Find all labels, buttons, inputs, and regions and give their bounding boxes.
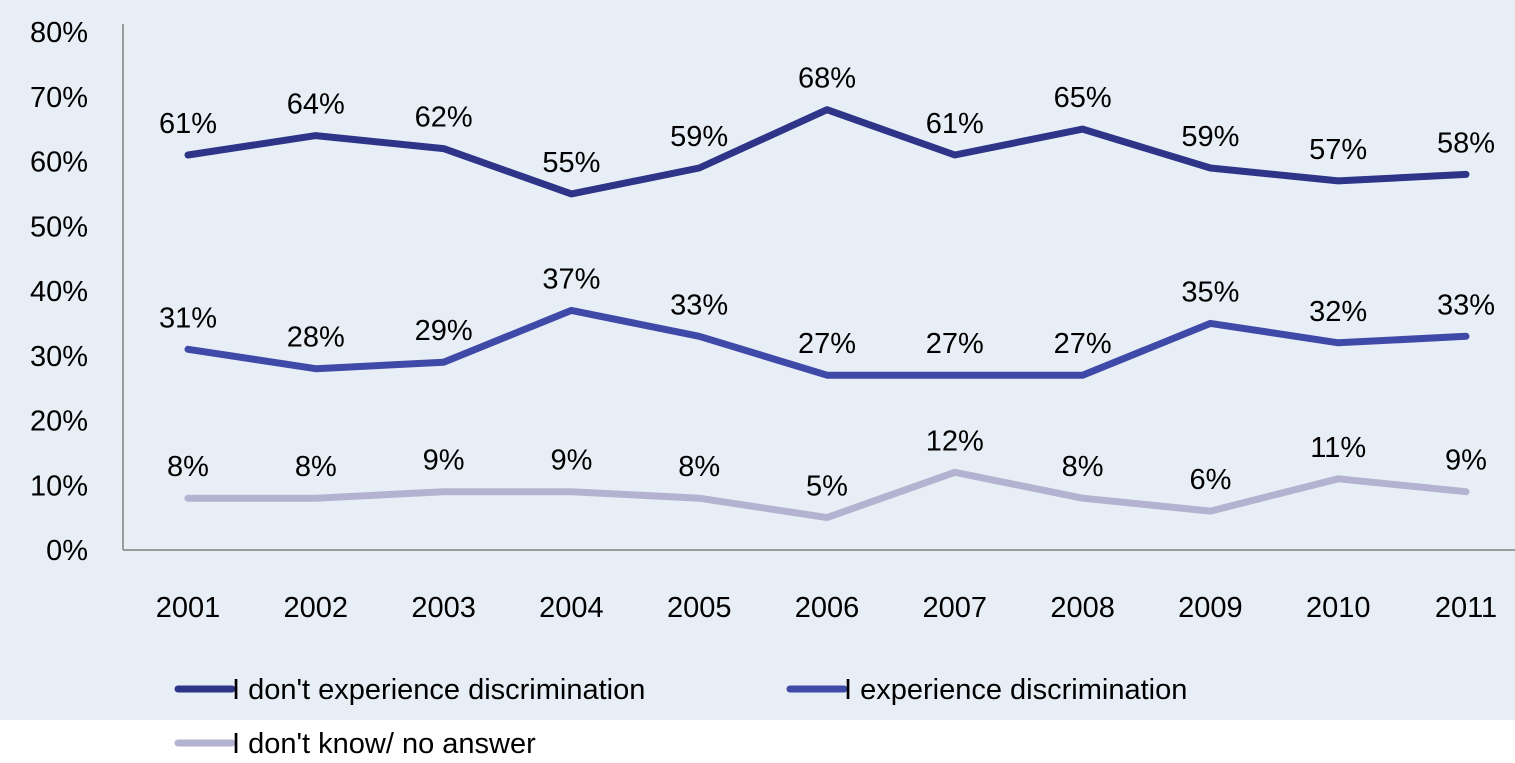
data-label: 31%	[159, 302, 217, 334]
data-label: 9%	[550, 445, 592, 477]
x-tick-label: 2008	[1050, 592, 1115, 624]
data-label: 33%	[1437, 289, 1495, 321]
x-tick-label: 2006	[795, 592, 860, 624]
y-tick-label: 60%	[30, 147, 88, 179]
y-axis-ticks: 0% 10% 20% 30% 40% 50% 60% 70% 80%	[30, 17, 88, 567]
data-label: 37%	[542, 263, 600, 295]
chart-background	[0, 0, 1515, 720]
legend-label-1: I don't experience discrimination	[232, 674, 645, 706]
x-tick-label: 2001	[156, 592, 221, 624]
x-tick-label: 2005	[667, 592, 732, 624]
x-axis-ticks: 2001 2002 2003 2004 2005 2006 2007 2008 2009 2010…	[156, 592, 1497, 624]
y-tick-label: 80%	[30, 17, 88, 49]
x-tick-label: 2004	[539, 592, 604, 624]
data-label: 29%	[415, 315, 473, 347]
x-tick-label: 2011	[1435, 592, 1497, 624]
x-tick-label: 2009	[1178, 592, 1243, 624]
data-label: 61%	[159, 108, 217, 140]
legend-label-2: I experience discrimination	[844, 674, 1187, 706]
x-tick-label: 2007	[923, 592, 988, 624]
x-tick-label: 2003	[411, 592, 476, 624]
data-label: 62%	[415, 102, 473, 134]
y-tick-label: 40%	[30, 276, 88, 308]
y-tick-label: 30%	[30, 341, 88, 373]
data-label: 59%	[1181, 121, 1239, 153]
data-label: 8%	[295, 451, 337, 483]
series-line-3	[184, 468, 1470, 522]
data-label: 12%	[926, 425, 984, 457]
data-label: 64%	[287, 89, 345, 121]
y-tick-label: 20%	[30, 406, 88, 438]
data-label: 8%	[1062, 451, 1104, 483]
y-tick-label: 10%	[30, 470, 88, 502]
data-label: 6%	[1189, 464, 1231, 496]
data-label: 35%	[1181, 276, 1239, 308]
data-label: 28%	[287, 322, 345, 354]
x-tick-label: 2010	[1306, 592, 1371, 624]
data-label: 55%	[542, 147, 600, 179]
data-label: 33%	[670, 289, 728, 321]
data-label: 68%	[798, 63, 856, 95]
data-label: 27%	[798, 328, 856, 360]
data-labels: 61% 64% 62% 55% 59% 68% 61% 65% 59% 57% 58% 31% 28% 2…	[159, 63, 1495, 503]
data-label: 9%	[423, 445, 465, 477]
data-label: 8%	[167, 451, 209, 483]
data-label: 27%	[926, 328, 984, 360]
data-label: 11%	[1310, 432, 1366, 464]
y-tick-label: 70%	[30, 82, 88, 114]
data-label: 27%	[1054, 328, 1112, 360]
data-label: 5%	[806, 471, 848, 503]
data-label: 61%	[926, 108, 984, 140]
data-label: 58%	[1437, 127, 1495, 159]
data-label: 65%	[1054, 82, 1112, 114]
series-line-1	[184, 106, 1470, 198]
x-tick-label: 2002	[284, 592, 349, 624]
y-tick-label: 0%	[46, 535, 88, 567]
axes	[122, 24, 1515, 551]
data-label: 59%	[670, 121, 728, 153]
legend: I don't experience discrimination I exper…	[174, 674, 1187, 760]
data-label: 32%	[1309, 296, 1367, 328]
y-tick-label: 50%	[30, 211, 88, 243]
data-label: 57%	[1309, 134, 1367, 166]
series-lines	[184, 106, 1470, 522]
data-label: 8%	[678, 451, 720, 483]
series-line-2	[184, 306, 1470, 379]
data-label: 9%	[1445, 445, 1487, 477]
legend-label-3: I don't know/ no answer	[232, 728, 536, 760]
